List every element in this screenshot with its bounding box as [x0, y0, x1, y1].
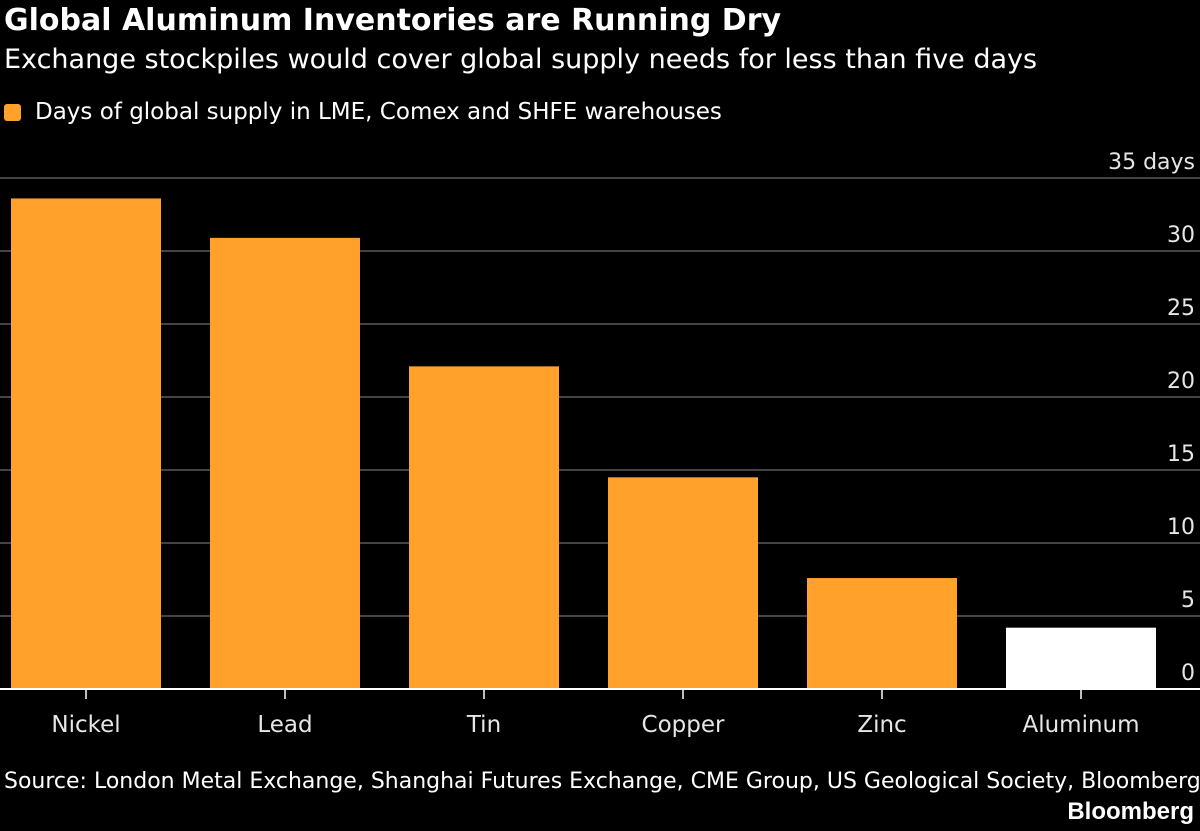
source-note: Source: London Metal Exchange, Shanghai …: [4, 769, 1200, 794]
bar-zinc: [807, 578, 957, 689]
y-tick-label: 25: [1167, 296, 1195, 321]
bar-nickel: [11, 198, 161, 689]
y-tick-label: 30: [1167, 223, 1195, 248]
chart-title: Global Aluminum Inventories are Running …: [4, 3, 782, 38]
bar-aluminum: [1006, 627, 1156, 689]
bar-lead: [210, 237, 360, 690]
bars: [11, 198, 1156, 690]
legend-swatch: [4, 103, 21, 121]
y-tick-label: 20: [1167, 369, 1195, 394]
x-tick-label: Zinc: [857, 712, 906, 738]
x-axis-labels: Nickel Lead Tin Copper Zinc Aluminum: [51, 712, 1139, 738]
x-tick-label: Copper: [642, 712, 725, 738]
y-tick-label: 15: [1167, 442, 1195, 467]
x-tick-label: Aluminum: [1022, 712, 1139, 738]
legend: Days of global supply in LME, Comex and …: [4, 96, 722, 128]
y-tick-label: 35 days: [1108, 150, 1195, 175]
x-tick-label: Tin: [466, 712, 501, 738]
x-tick-label: Nickel: [51, 712, 120, 738]
gridlines: [0, 177, 1200, 617]
chart-subtitle: Exchange stockpiles would cover global s…: [4, 44, 1038, 75]
x-tick-label: Lead: [257, 712, 312, 738]
y-tick-label: 0: [1181, 661, 1195, 686]
y-axis-labels: 0 5 10 15 20 25 30 35 days: [1108, 150, 1195, 686]
legend-label: Days of global supply in LME, Comex and …: [35, 99, 722, 125]
bar-chart: 0 5 10 15 20 25 30 35 days Nickel Lead Tin Copper Z…: [0, 150, 1200, 738]
bloomberg-logo: Bloomberg: [1067, 798, 1194, 825]
y-tick-label: 10: [1167, 515, 1195, 540]
bar-copper: [608, 477, 758, 689]
bar-tin: [409, 366, 559, 689]
x-axis: [0, 688, 1200, 699]
y-tick-label: 5: [1181, 588, 1195, 613]
